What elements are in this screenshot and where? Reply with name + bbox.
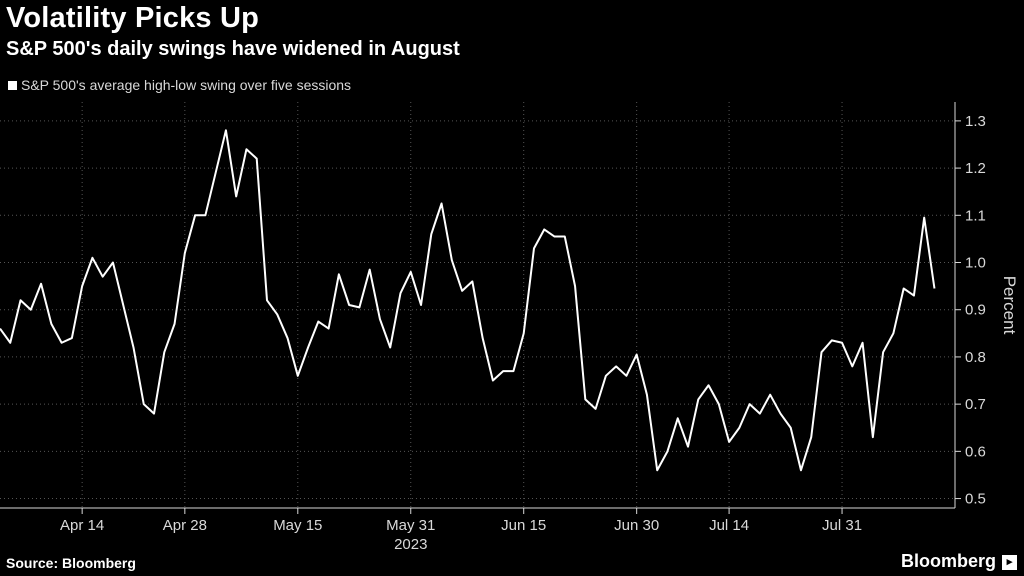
legend-label: S&P 500's average high-low swing over fi… [21, 77, 352, 93]
y-tick-label: 1.2 [965, 160, 986, 177]
brand-logo: Bloomberg [900, 551, 996, 571]
legend-swatch [8, 80, 17, 90]
source-note: Source: Bloomberg [6, 555, 136, 571]
y-tick-label: 1.3 [965, 113, 986, 130]
x-tick-label: Apr 14 [60, 517, 104, 534]
brand-mark-icon: ▸ [1002, 555, 1017, 570]
y-axis-title: Percent [1000, 276, 1019, 335]
y-tick-label: 1.0 [965, 255, 986, 272]
y-tick-label: 0.7 [965, 396, 986, 413]
x-tick-label: Jul 14 [709, 517, 749, 534]
series-line [0, 129, 936, 472]
x-tick-label: May 31 [386, 517, 435, 534]
y-tick-label: 1.1 [965, 207, 986, 224]
x-tick-label: Jul 31 [822, 517, 862, 534]
chart-title: Volatility Picks Up [6, 2, 260, 34]
x-tick-label: Jun 30 [614, 517, 659, 534]
x-tick-label: May 15 [273, 517, 322, 534]
legend: S&P 500's average high-low swing over fi… [8, 77, 351, 93]
chart-subtitle: S&P 500's daily swings have widened in A… [6, 38, 460, 60]
x-axis-label: 2023 [394, 536, 427, 553]
y-tick-label: 0.8 [965, 349, 986, 366]
y-tick-label: 0.5 [965, 491, 986, 508]
y-tick-label: 0.9 [965, 302, 986, 319]
y-tick-label: 0.6 [965, 443, 986, 460]
x-tick-label: Apr 28 [163, 517, 207, 534]
x-tick-label: Jun 15 [501, 517, 546, 534]
